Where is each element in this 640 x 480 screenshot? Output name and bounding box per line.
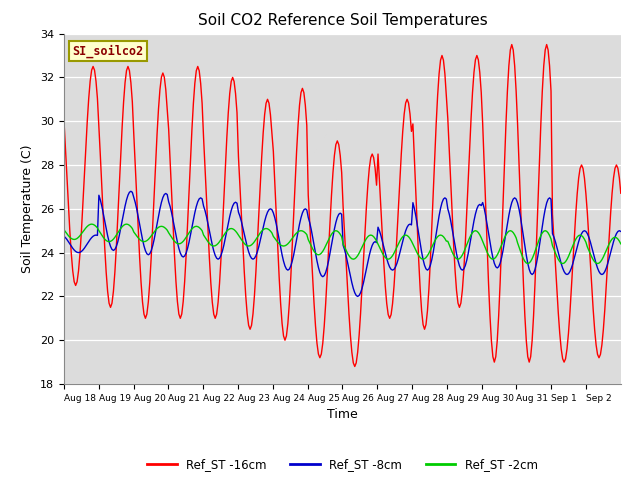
Title: Soil CO2 Reference Soil Temperatures: Soil CO2 Reference Soil Temperatures — [198, 13, 487, 28]
Legend: Ref_ST -16cm, Ref_ST -8cm, Ref_ST -2cm: Ref_ST -16cm, Ref_ST -8cm, Ref_ST -2cm — [143, 454, 542, 476]
Text: SI_soilco2: SI_soilco2 — [72, 44, 143, 58]
X-axis label: Time: Time — [327, 408, 358, 421]
Y-axis label: Soil Temperature (C): Soil Temperature (C) — [22, 144, 35, 273]
